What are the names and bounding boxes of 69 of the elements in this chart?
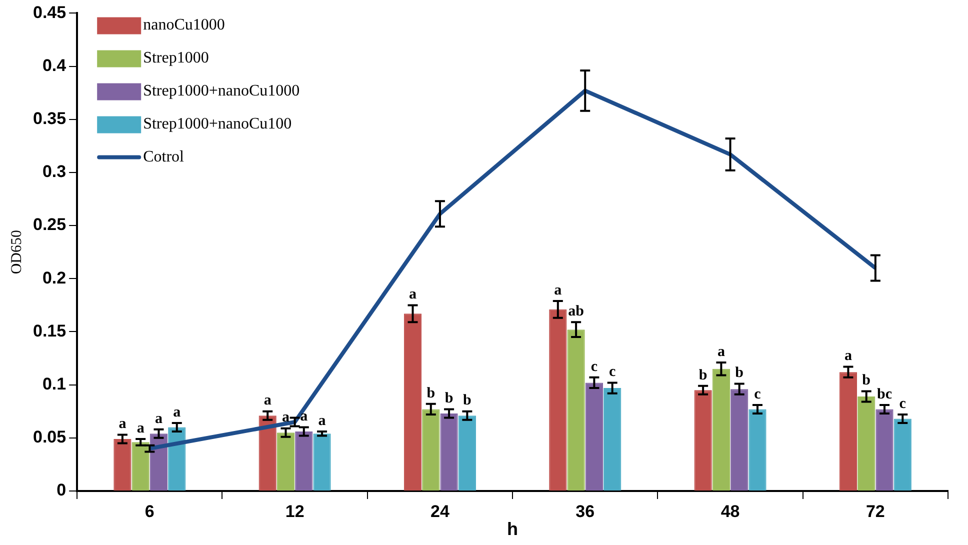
bar	[458, 416, 476, 490]
data-label: b	[862, 372, 871, 389]
bar	[876, 409, 894, 490]
data-label: a	[844, 348, 852, 364]
data-label: b	[735, 365, 744, 382]
data-label: a	[154, 410, 163, 427]
bar	[295, 432, 313, 490]
y-tick-label: 0.2	[42, 268, 66, 288]
data-label: a	[264, 392, 272, 409]
y-tick-label: 0.05	[32, 428, 66, 447]
bar	[404, 314, 422, 490]
x-tick-label: 12	[285, 502, 304, 521]
data-label: c	[590, 358, 598, 375]
data-label: c	[754, 386, 762, 402]
data-label: b	[463, 392, 472, 409]
legend-label: Strep1000+nanoCu1000	[143, 82, 300, 100]
bar	[276, 432, 295, 490]
x-axis-title: h	[507, 519, 518, 540]
data-label: c	[609, 364, 616, 380]
data-label: a	[300, 408, 308, 425]
data-label: a	[173, 404, 182, 420]
bar	[748, 409, 766, 490]
x-tick-label: 24	[430, 502, 450, 521]
bar	[858, 396, 876, 490]
bar	[604, 388, 622, 490]
data-label: b	[444, 390, 454, 407]
x-tick-label: 36	[576, 502, 595, 521]
bar	[168, 427, 186, 490]
y-tick-label: 0.35	[32, 109, 66, 128]
data-label: a	[318, 412, 326, 429]
x-tick-label: 6	[144, 502, 154, 521]
y-tick-label: 0	[56, 480, 66, 500]
legend-label: Strep1000	[143, 49, 209, 66]
bar	[114, 438, 132, 490]
x-tick-label: 72	[866, 502, 885, 521]
y-tick-label: 0.45	[32, 2, 66, 22]
data-label: ab	[568, 304, 584, 320]
bar	[894, 418, 912, 490]
data-label: bc	[876, 386, 892, 402]
y-tick-label: 0.25	[32, 215, 66, 234]
bar	[258, 416, 276, 490]
data-label: b	[426, 385, 436, 402]
y-tick-label: 0.3	[42, 162, 66, 182]
y-tick-label: 0.4	[42, 56, 67, 75]
bar	[422, 409, 440, 490]
data-label: a	[136, 420, 145, 436]
data-label: a	[717, 344, 726, 360]
data-label: a	[118, 416, 127, 432]
data-label: c	[899, 396, 906, 412]
legend-label: Strep1000+nanoCu100	[143, 115, 292, 132]
legend-label: nanoCu1000	[143, 16, 225, 34]
y-tick-label: 0.15	[32, 321, 66, 340]
data-label: a	[554, 282, 562, 298]
x-tick-label: 48	[720, 502, 740, 521]
bar	[712, 368, 730, 490]
bar	[730, 389, 748, 490]
bar	[549, 309, 567, 490]
y-tick-label: 0.1	[42, 374, 66, 394]
bar	[313, 434, 331, 490]
bar	[839, 372, 858, 490]
data-label: a	[409, 286, 417, 303]
bar	[585, 382, 603, 490]
bar	[132, 442, 150, 490]
bar	[567, 330, 585, 490]
data-label: b	[698, 367, 708, 384]
legend-label: Cotrol	[143, 148, 185, 166]
bar	[694, 390, 712, 490]
bar	[440, 413, 458, 490]
y-axis-title: OD650	[8, 230, 25, 274]
